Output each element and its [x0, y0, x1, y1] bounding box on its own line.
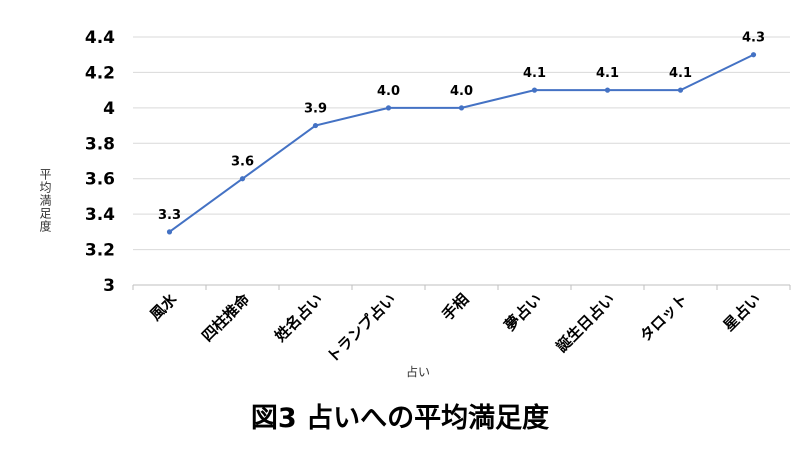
y-tick-label: 4.4	[85, 28, 115, 48]
data-label: 3.9	[304, 102, 327, 117]
y-tick-label: 3.8	[85, 134, 115, 154]
y-tick-label: 3.2	[85, 241, 115, 261]
x-tick-label: トランプ占い	[323, 290, 399, 366]
data-label: 3.3	[158, 208, 181, 223]
data-label: 3.6	[231, 155, 254, 170]
x-tick-label: 四柱推命	[198, 289, 254, 345]
data-point	[312, 122, 319, 129]
data-label: 4.1	[596, 66, 619, 81]
data-point	[604, 87, 611, 93]
data-point	[166, 229, 173, 235]
data-point	[458, 105, 465, 111]
x-tick-label: 誕生日占い	[553, 290, 619, 356]
y-tick-label: 3	[103, 276, 115, 296]
x-tick-label: 夢占い	[501, 290, 546, 335]
data-label: 4.1	[669, 66, 692, 81]
y-tick-label: 3.4	[85, 205, 115, 225]
data-label: 4.0	[377, 84, 400, 99]
x-tick-label: 星占い	[720, 290, 765, 335]
data-label: 4.1	[523, 66, 546, 81]
data-point	[531, 87, 538, 93]
data-label: 4.0	[450, 84, 473, 99]
y-axis-title: 平均満足度	[38, 168, 52, 233]
y-tick-label: 3.6	[85, 170, 115, 190]
x-tick-label: 姓名占い	[271, 290, 326, 345]
data-point	[385, 105, 392, 111]
data-point	[750, 52, 757, 58]
x-tick-label: タロット	[636, 290, 691, 345]
chart-title: 図3 占いへの平均満足度	[250, 403, 550, 434]
data-point	[677, 87, 684, 93]
x-tick-label: 手相	[438, 290, 472, 324]
data-point	[239, 176, 246, 182]
y-tick-label: 4	[103, 99, 115, 119]
data-label: 4.3	[742, 31, 765, 46]
y-tick-label: 4.2	[85, 63, 115, 83]
x-tick-label: 風水	[146, 289, 181, 324]
x-axis-title: 占い	[406, 364, 430, 379]
